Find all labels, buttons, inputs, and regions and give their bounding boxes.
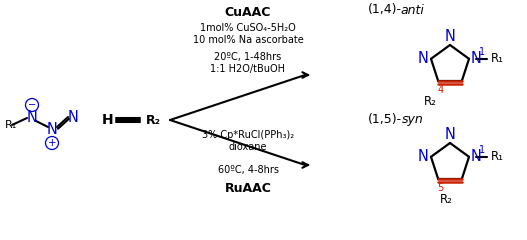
Text: syn: syn [402,114,424,126]
Text: N: N [445,127,455,142]
Text: +: + [47,138,56,148]
Text: (1,4)-: (1,4)- [368,4,402,17]
Text: N: N [46,122,57,138]
Text: R₂: R₂ [424,95,437,108]
Text: H: H [102,113,114,127]
Text: R₂: R₂ [440,193,453,206]
Text: R₁: R₁ [491,150,503,163]
Text: 1mol% CuSO₄-5H₂O: 1mol% CuSO₄-5H₂O [200,23,296,33]
Text: 1:1 H2O/tBuOH: 1:1 H2O/tBuOH [210,64,286,74]
Text: N: N [445,29,455,44]
Text: 3% Cp*RuCl(PPh₃)₂: 3% Cp*RuCl(PPh₃)₂ [202,130,294,140]
Text: 1: 1 [479,145,485,155]
Text: N: N [67,110,79,126]
Text: N: N [418,51,429,66]
Text: R₁: R₁ [5,120,17,130]
Text: 1: 1 [479,47,485,57]
Text: N: N [471,51,482,66]
Text: 20ºC, 1-48hrs: 20ºC, 1-48hrs [214,52,281,62]
Text: N: N [26,110,37,126]
Text: 4: 4 [437,85,443,95]
Text: dioxane: dioxane [229,142,267,152]
Text: N: N [471,149,482,164]
Text: RuAAC: RuAAC [225,181,271,194]
Text: −: − [28,100,36,110]
Text: CuAAC: CuAAC [225,6,271,18]
Text: (1,5)-: (1,5)- [368,114,402,126]
Text: 5: 5 [437,183,443,193]
Text: 60ºC, 4-8hrs: 60ºC, 4-8hrs [218,165,278,175]
Text: R₂: R₂ [145,114,161,126]
Text: 10 mol% Na ascorbate: 10 mol% Na ascorbate [193,35,304,45]
Text: anti: anti [400,4,424,17]
Text: R₁: R₁ [491,52,503,65]
Text: N: N [418,149,429,164]
